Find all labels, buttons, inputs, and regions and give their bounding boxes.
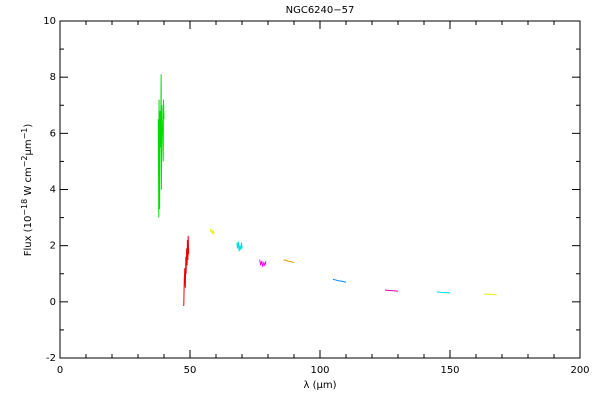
x-axis-label: λ (μm) [303, 380, 336, 391]
x-tick-label: 200 [570, 365, 589, 376]
spectrum-line [384, 289, 399, 292]
y-tick-label: 6 [50, 128, 56, 139]
y-axis-label: Flux (10−18 W cm−2μm−1) [20, 124, 35, 257]
spectrum-line [483, 293, 497, 296]
y-axis-label-part: −1 [20, 128, 29, 140]
y-tick-label: 8 [50, 72, 56, 83]
spectrum-line [283, 259, 295, 263]
y-axis-label-part: μm [23, 139, 34, 155]
y-tick-label: 0 [50, 297, 56, 308]
x-tick-label: 0 [57, 365, 63, 376]
spectrum-line [183, 235, 190, 307]
spectrum-line [236, 241, 243, 252]
y-axis-label-part: Flux (10 [23, 216, 34, 257]
y-tick-label: 10 [43, 16, 56, 27]
y-tick-label: 4 [50, 185, 56, 196]
y-tick-label: 2 [50, 241, 56, 252]
spectrum-line [259, 259, 267, 268]
spectrum-line [157, 74, 165, 218]
spectrum-line [332, 278, 347, 283]
spectrum-line [436, 291, 451, 294]
spectrum-line [209, 228, 215, 235]
x-tick-label: 100 [310, 365, 329, 376]
y-axis-label-part: ) [23, 124, 34, 128]
y-axis-label-part: W cm [23, 167, 34, 198]
y-axis-label-part: −18 [20, 199, 29, 216]
plot-frame [59, 20, 581, 359]
chart-title: NGC6240−57 [286, 5, 355, 16]
x-tick-label: 50 [184, 365, 197, 376]
x-tick-label: 150 [440, 365, 459, 376]
y-axis-label-part: −2 [20, 156, 29, 168]
y-tick-label: -2 [46, 353, 56, 364]
